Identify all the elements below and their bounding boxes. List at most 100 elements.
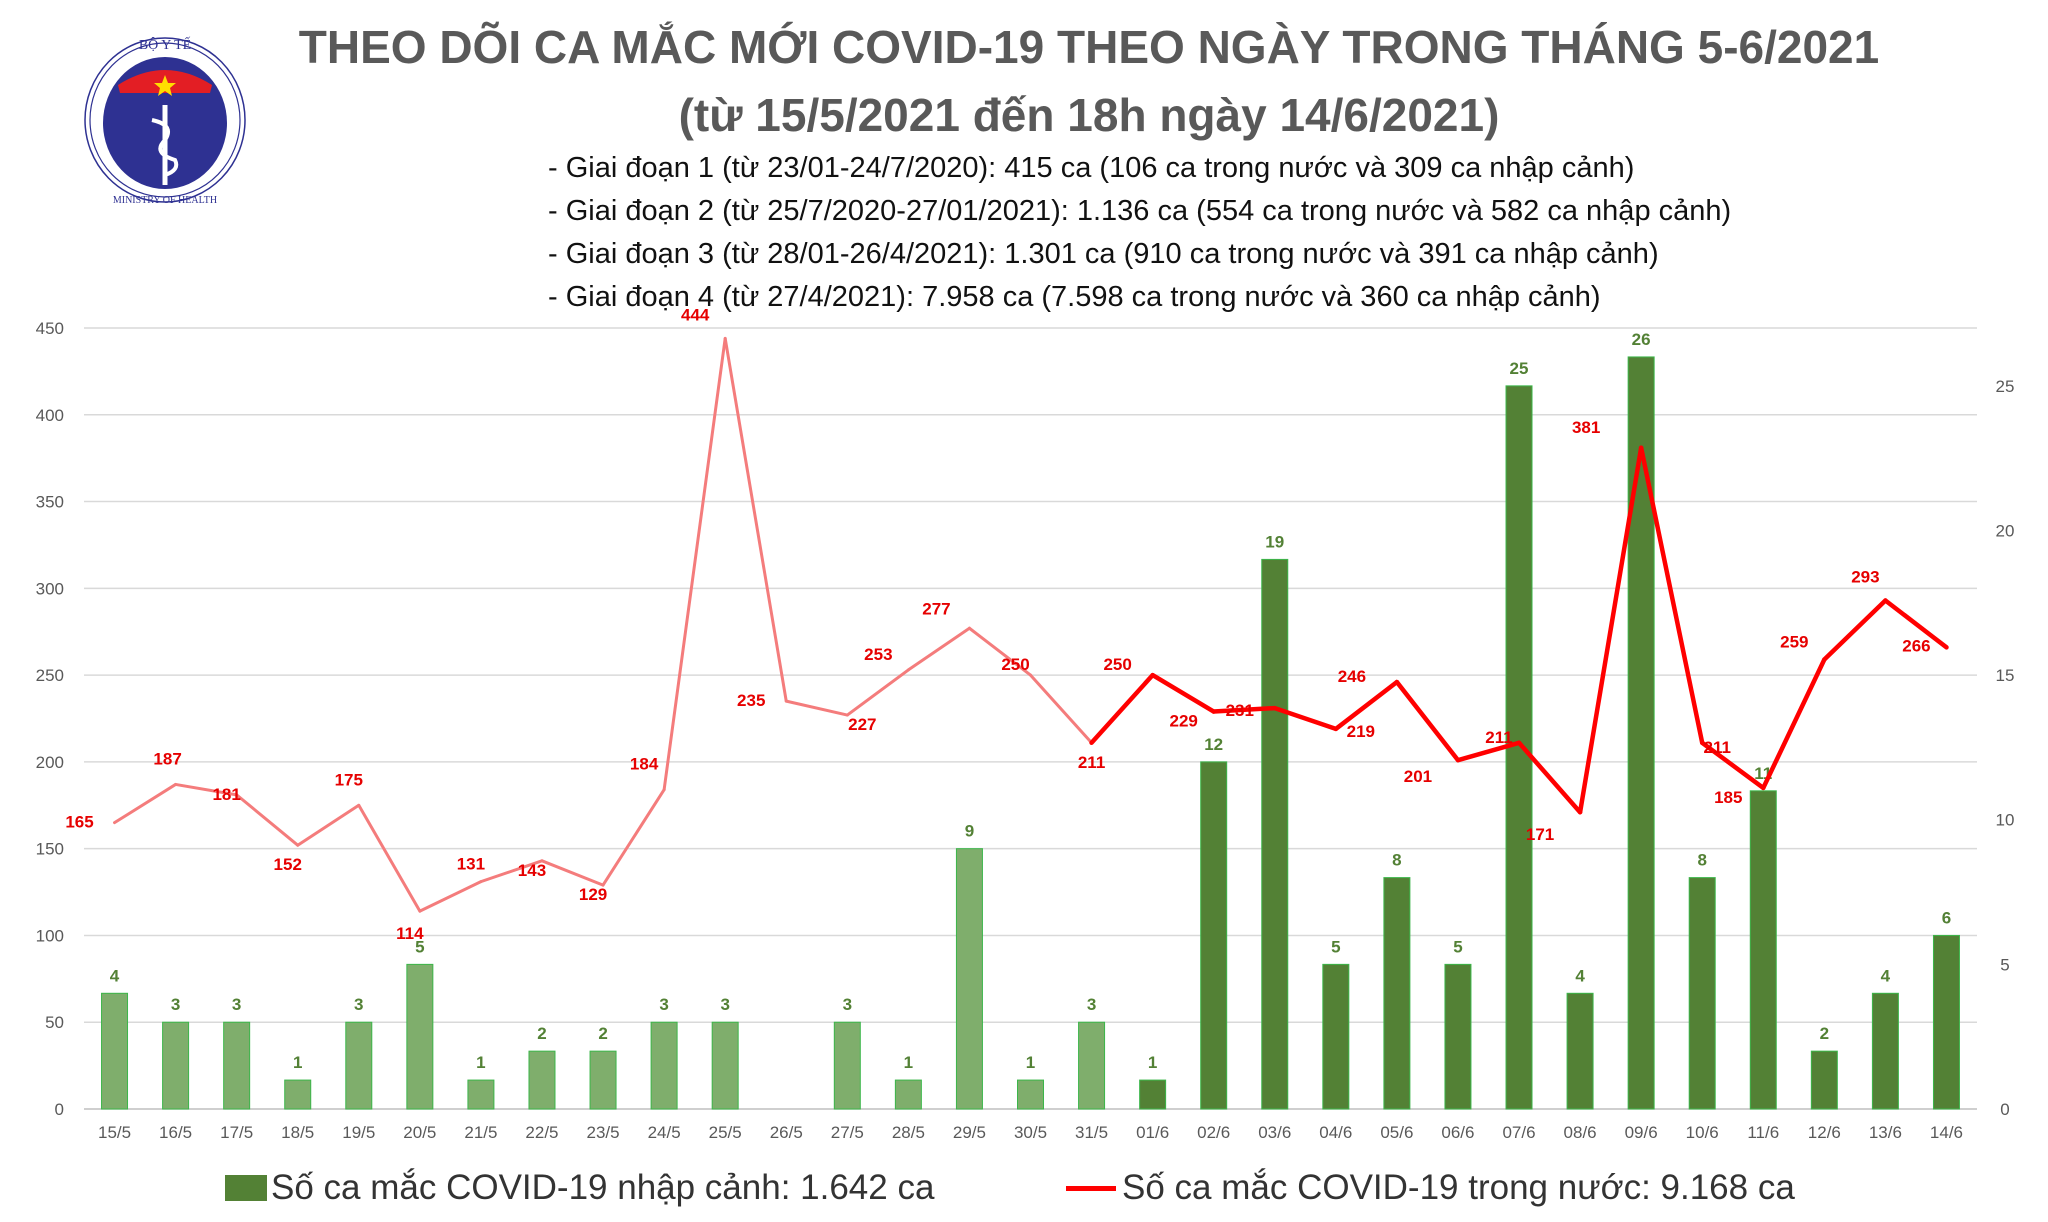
line-segment	[418, 880, 483, 913]
legend-label: Số ca mắc COVID-19 trong nước: 9.168 ca	[1122, 1168, 1795, 1207]
x-tick-label: 28/5	[892, 1123, 925, 1142]
line-segment	[845, 668, 910, 717]
line-segment	[1394, 679, 1461, 763]
line-data-label: 235	[737, 691, 765, 710]
bar-data-label: 8	[1697, 851, 1706, 870]
y-right-tick-label: 5	[2000, 955, 2009, 974]
y-right-tick-label: 25	[1996, 377, 2015, 396]
bar-data-label: 2	[598, 1024, 607, 1043]
x-tick-label: 06/6	[1441, 1123, 1474, 1142]
line-segment	[1089, 672, 1155, 746]
line-data-label: 143	[518, 861, 546, 880]
line-segment	[1699, 740, 1766, 791]
line-data-label: 184	[630, 755, 659, 774]
line-segment	[723, 336, 788, 703]
bar	[833, 1021, 861, 1110]
x-tick-label: 02/6	[1197, 1123, 1230, 1142]
bar-data-label: 1	[1026, 1053, 1035, 1072]
line-segment	[784, 699, 849, 717]
x-tick-label: 21/5	[464, 1123, 497, 1142]
bar	[284, 1079, 312, 1110]
bar	[1810, 1050, 1838, 1110]
bar-data-label: 9	[965, 822, 974, 841]
bar	[1932, 934, 1960, 1110]
bar	[1139, 1079, 1167, 1110]
y-left-tick-label: 0	[55, 1100, 64, 1119]
line-data-label: 277	[922, 599, 950, 618]
bar	[589, 1050, 617, 1110]
bar	[467, 1079, 495, 1110]
line-segment	[1211, 705, 1278, 714]
x-tick-label: 30/5	[1014, 1123, 1047, 1142]
bar	[406, 963, 434, 1110]
line-segment	[1029, 673, 1094, 745]
line-data-label: 250	[1103, 655, 1131, 674]
line-data-label: 253	[864, 645, 892, 664]
x-tick-label: 24/5	[648, 1123, 681, 1142]
line-segment	[1883, 598, 1949, 650]
x-tick-label: 12/6	[1808, 1123, 1841, 1142]
y-left-tick-label: 150	[36, 840, 64, 859]
bar-data-label: 12	[1204, 735, 1223, 754]
bar	[1261, 558, 1289, 1110]
line-segment	[540, 859, 605, 887]
bar	[223, 1021, 251, 1110]
x-tick-label: 25/5	[709, 1123, 742, 1142]
bar-data-label: 4	[1881, 966, 1891, 985]
bar-data-label: 1	[476, 1053, 485, 1072]
y-left-tick-label: 50	[45, 1013, 64, 1032]
bar-data-label: 1	[1148, 1053, 1157, 1072]
line-data-label: 246	[1338, 667, 1366, 686]
line-data-label: 131	[457, 855, 485, 874]
x-tick-label: 01/6	[1136, 1123, 1169, 1142]
bar	[345, 1021, 373, 1110]
x-tick-label: 29/5	[953, 1123, 986, 1142]
bar-data-label: 5	[1453, 937, 1462, 956]
bar-data-label: 8	[1392, 851, 1401, 870]
legend-item-domestic: Số ca mắc COVID-19 trong nước: 9.168 ca	[1066, 1168, 1795, 1208]
line-segment	[1272, 705, 1339, 732]
line-data-label: 293	[1851, 567, 1879, 586]
y-left-tick-label: 400	[36, 406, 64, 425]
bar	[1017, 1079, 1044, 1110]
line-segment	[662, 336, 727, 792]
y-right-tick-label: 0	[2000, 1100, 2009, 1119]
y-left-tick-label: 100	[36, 926, 64, 945]
legend-bar-swatch	[225, 1175, 267, 1201]
bar-data-label: 3	[1087, 995, 1096, 1014]
line-data-label: 114	[396, 924, 424, 943]
line-segment	[967, 626, 1032, 677]
bar-data-label: 6	[1942, 908, 1951, 927]
bar-data-label: 3	[232, 995, 241, 1014]
bar	[1749, 790, 1777, 1110]
x-tick-label: 09/6	[1625, 1123, 1658, 1142]
phase-note: - Giai đoạn 1 (từ 23/01-24/7/2020): 415 …	[548, 152, 1635, 184]
line-segment	[1150, 672, 1216, 714]
x-tick-label: 07/6	[1502, 1123, 1535, 1142]
line-segment	[906, 626, 971, 672]
x-tick-label: 13/6	[1869, 1123, 1902, 1142]
svg-text:BỘ Y TẾ: BỘ Y TẾ	[139, 36, 191, 53]
x-tick-label: 08/6	[1564, 1123, 1597, 1142]
line-data-label: 444	[681, 305, 710, 324]
line-data-label: 181	[212, 785, 240, 804]
bar-data-label: 3	[720, 995, 729, 1014]
x-tick-label: 04/6	[1319, 1123, 1352, 1142]
bar	[955, 848, 983, 1110]
line-segment	[357, 803, 422, 913]
bar-data-label: 26	[1632, 330, 1651, 349]
x-tick-label: 26/5	[770, 1123, 803, 1142]
x-tick-label: 05/6	[1380, 1123, 1413, 1142]
line-data-label: 175	[335, 770, 363, 789]
y-right-tick-label: 10	[1996, 811, 2015, 830]
line-data-label: 381	[1572, 418, 1600, 437]
chart-subtitle: (từ 15/5/2021 đến 18h ngày 14/6/2021)	[678, 89, 1500, 141]
line-data-label: 129	[579, 885, 607, 904]
bar-data-label: 2	[537, 1024, 546, 1043]
phase-note: - Giai đoạn 4 (từ 27/4/2021): 7.958 ca (…	[548, 281, 1601, 313]
x-tick-label: 15/5	[98, 1123, 131, 1142]
svg-text:MINISTRY OF HEALTH: MINISTRY OF HEALTH	[113, 195, 217, 205]
line-segment	[1455, 740, 1522, 763]
line-data-label: 219	[1347, 722, 1375, 741]
